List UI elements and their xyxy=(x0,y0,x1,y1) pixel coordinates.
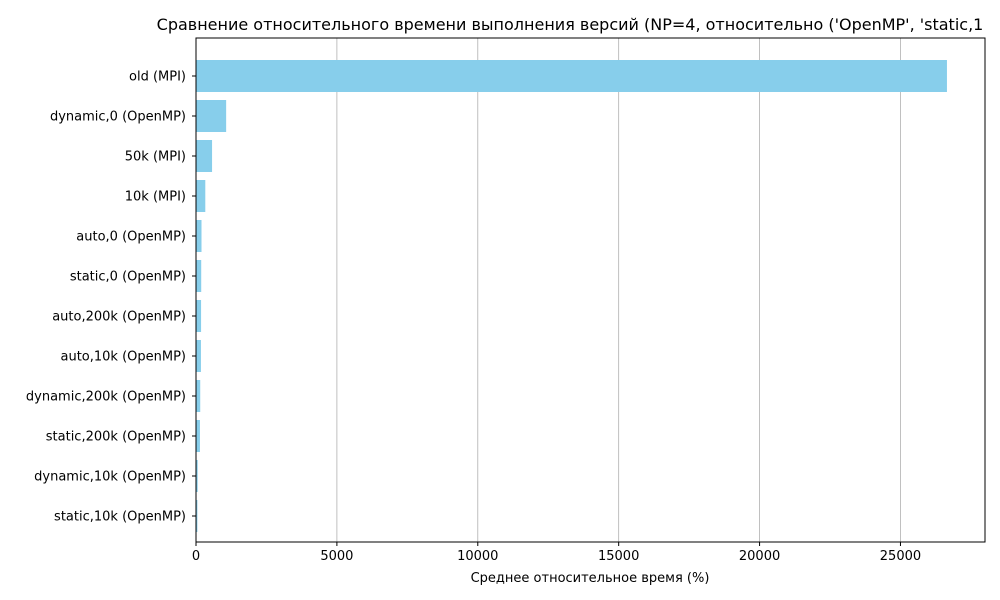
bar-3 xyxy=(196,180,206,212)
bar-1 xyxy=(196,100,227,132)
plot-border xyxy=(195,37,986,543)
y-tick-label-2: 50k (MPI) xyxy=(125,150,186,165)
y-tick-label-5: static,0 (OpenMP) xyxy=(70,270,186,285)
y-tick-label-7: auto,10k (OpenMP) xyxy=(60,350,186,365)
x-tick-label-1: 5000 xyxy=(320,549,353,564)
y-tick-label-1: dynamic,0 (OpenMP) xyxy=(50,110,186,125)
bar-11 xyxy=(196,500,198,532)
bar-9 xyxy=(196,420,200,452)
x-tick-label-2: 10000 xyxy=(457,549,498,564)
y-tick-label-0: old (MPI) xyxy=(129,70,186,85)
bar-0 xyxy=(196,60,947,92)
bar-7 xyxy=(196,340,201,372)
y-tick-label-8: dynamic,200k (OpenMP) xyxy=(26,390,186,405)
y-axis-ticks: old (MPI) dynamic,0 (OpenMP) 50k (MPI) 10k … xyxy=(26,70,196,525)
y-tick-label-10: dynamic,10k (OpenMP) xyxy=(34,470,186,485)
bar-10 xyxy=(196,460,198,492)
bar-4 xyxy=(196,220,202,252)
x-tick-label-0: 0 xyxy=(192,549,200,564)
y-tick-label-6: auto,200k (OpenMP) xyxy=(52,310,186,325)
bar-2 xyxy=(196,140,213,172)
bars xyxy=(196,60,947,532)
x-axis-ticks: 0 5000 10000 15000 20000 25000 xyxy=(192,542,921,564)
y-tick-label-4: auto,0 (OpenMP) xyxy=(76,230,186,245)
plot-frame xyxy=(195,37,986,543)
bar-5 xyxy=(196,260,202,292)
bar-6 xyxy=(196,300,202,332)
y-tick-label-3: 10k (MPI) xyxy=(125,190,186,205)
x-tick-label-5: 25000 xyxy=(880,549,921,564)
chart-title: Сравнение относительного времени выполне… xyxy=(157,15,984,34)
x-tick-label-4: 20000 xyxy=(739,549,780,564)
x-tick-label-3: 15000 xyxy=(598,549,639,564)
bar-8 xyxy=(196,380,201,412)
x-axis-title: Среднее относительное время (%) xyxy=(471,571,710,586)
y-tick-label-9: static,200k (OpenMP) xyxy=(46,430,186,445)
y-tick-label-11: static,10k (OpenMP) xyxy=(54,510,186,525)
